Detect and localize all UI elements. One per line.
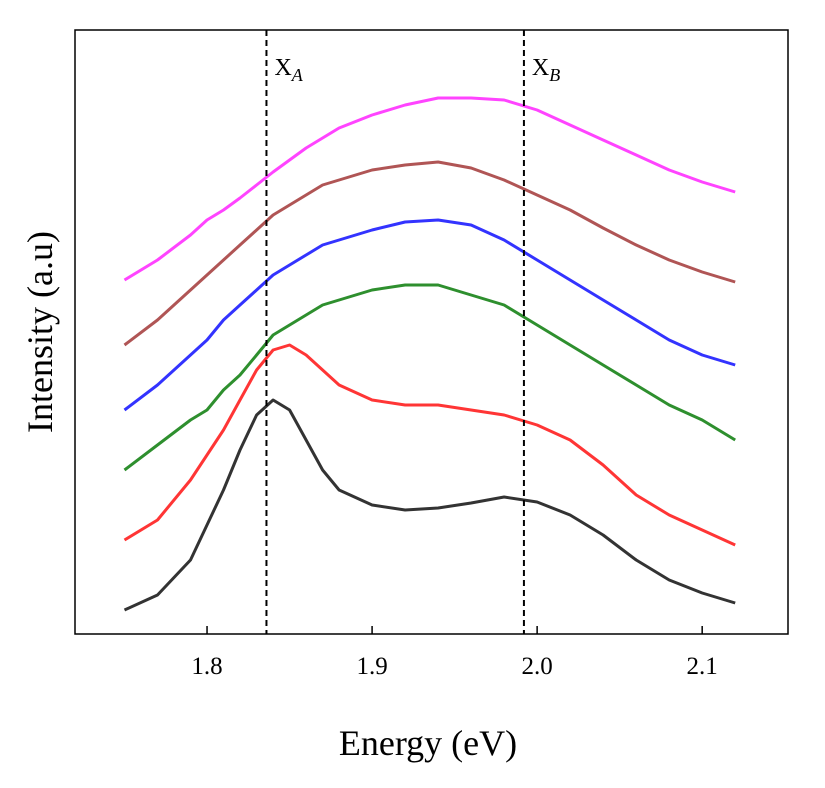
annotation-sub: B <box>549 65 560 85</box>
x-tick-label: 2.0 <box>522 653 553 680</box>
data-line <box>123 343 736 547</box>
annotation-text: X <box>532 55 549 81</box>
annotation: XA <box>274 55 303 85</box>
y-axis-label: Intensity (a.u) <box>20 231 60 433</box>
data-line <box>123 398 736 612</box>
x-tick-label: 1.9 <box>356 653 387 680</box>
data-line <box>123 283 736 472</box>
annotation-text: X <box>274 55 291 81</box>
plot-frame <box>74 29 789 635</box>
x-axis-label: Energy (eV) <box>339 723 517 763</box>
x-tick-label: 2.1 <box>687 653 718 680</box>
annotation-sub: A <box>291 65 304 85</box>
x-tick-label: 1.8 <box>191 653 222 680</box>
annotation: XB <box>532 55 560 85</box>
data-line <box>123 160 736 347</box>
data-line <box>123 96 736 282</box>
data-line <box>123 218 736 412</box>
